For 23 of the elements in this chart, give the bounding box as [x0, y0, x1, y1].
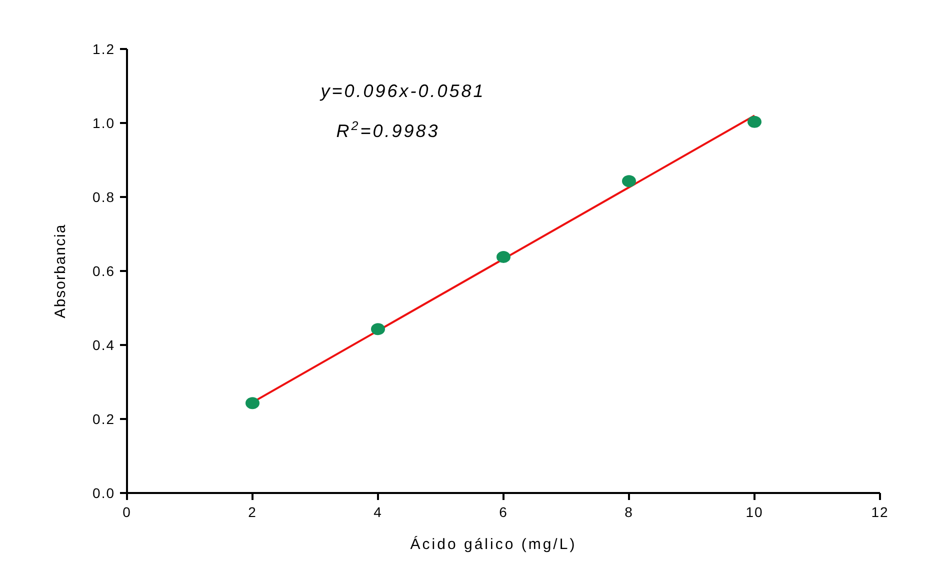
- x-tick-label: 2: [248, 504, 257, 520]
- point: [622, 175, 636, 188]
- y-tick-label: 0.2: [92, 411, 115, 427]
- x-axis-title: Ácido gálico (mg/L): [410, 535, 577, 553]
- y-axis-title: Absorbancia: [52, 224, 69, 318]
- x-tick-label: 4: [374, 504, 382, 520]
- x-tick-label: 0: [122, 504, 132, 520]
- x-tick-label: 8: [624, 504, 634, 520]
- point: [246, 397, 260, 410]
- point: [371, 323, 385, 336]
- y-tick-label: 0.6: [92, 263, 115, 279]
- annotation: R$^{2}$=0.9983: [336, 119, 440, 141]
- x-tick-label: 6: [499, 504, 508, 520]
- point: [748, 116, 762, 128]
- y-tick-label: 0.4: [92, 337, 115, 353]
- y-tick-label: 0.0: [92, 485, 115, 501]
- annotation: y=0.096x-0.0581: [318, 81, 486, 101]
- x-tick-label: 10: [746, 504, 764, 520]
- x-tick-label: 12: [871, 504, 889, 520]
- y-tick-label: 0.8: [92, 189, 115, 205]
- point: [496, 250, 510, 263]
- y-tick-label: 1.0: [92, 115, 115, 131]
- y-tick-label: 1.2: [92, 41, 115, 57]
